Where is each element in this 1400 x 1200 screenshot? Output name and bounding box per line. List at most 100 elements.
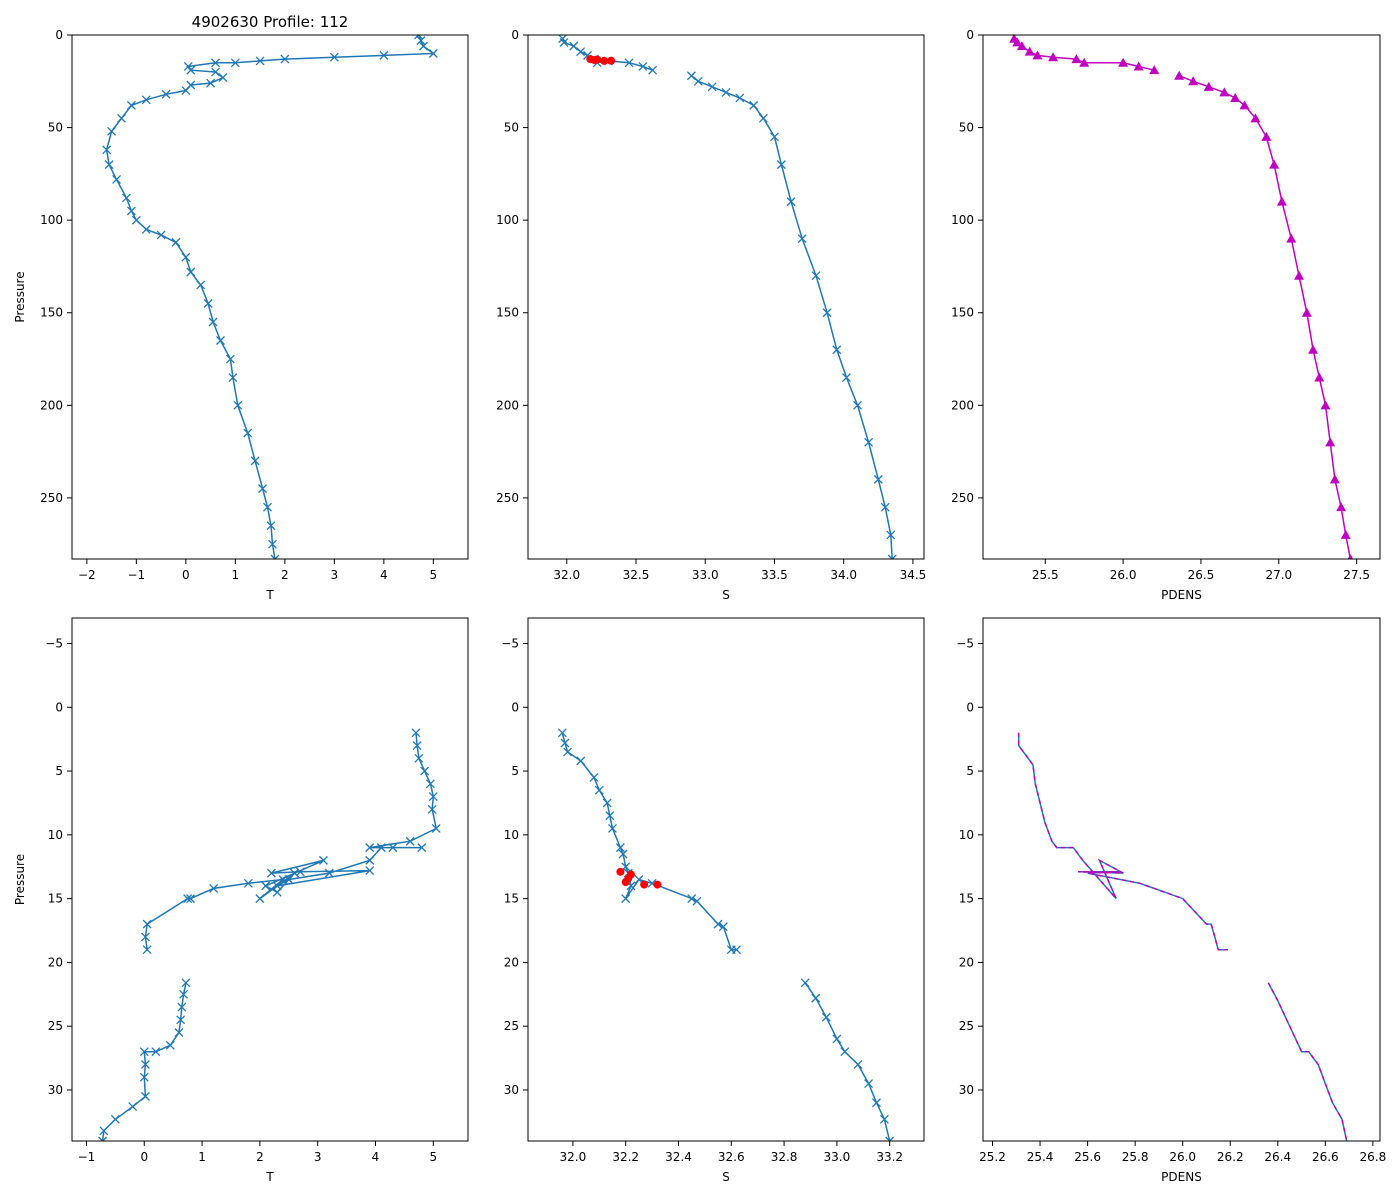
- y-tick-label: 0: [966, 28, 974, 42]
- y-tick-label: 100: [496, 213, 519, 227]
- data-point-s-18: [692, 896, 702, 906]
- data-point-pdens-deep-15: [1320, 400, 1331, 410]
- x-tick-label: −1: [127, 568, 145, 582]
- data-point-s-deep-15: [853, 400, 862, 410]
- data-point-t-18: [141, 95, 151, 105]
- data-point-t-2: [414, 753, 424, 763]
- data-point-t-30: [142, 919, 152, 929]
- x-tick-label: 26.0: [1110, 568, 1137, 582]
- panel-bottom-right: 25.2 25.4 25.6 25.8 26.0 26.2 26.4 26.6 26.8 −5 0 5…: [956, 617, 1386, 1184]
- data-point-t-deep-4: [174, 1028, 184, 1038]
- data-point-t-1: [416, 36, 426, 46]
- data-point-t-32: [186, 267, 196, 277]
- data-point-s-deep-0: [686, 71, 696, 81]
- data-point-t-33: [196, 280, 206, 290]
- data-point-s-deep-9: [786, 197, 796, 207]
- x-tick-label: 0: [182, 568, 190, 582]
- x-tick-label: 3: [314, 1150, 322, 1164]
- x-tick-label: 32.8: [771, 1150, 798, 1164]
- data-point-pdens-deep-13: [1308, 344, 1319, 354]
- data-point-s-deep-7: [770, 132, 779, 142]
- data-point-t-43: [263, 502, 272, 512]
- series-line-t: [144, 732, 438, 950]
- x-tick-label: 26.4: [1264, 1150, 1291, 1164]
- x-axis-label: S: [722, 588, 730, 602]
- data-point-s-3: [576, 47, 586, 57]
- data-point-pdens-10: [1149, 65, 1160, 75]
- data-point-s-8: [624, 58, 634, 68]
- data-point-pdens-7: [1079, 57, 1090, 67]
- data-point-pdens-deep-6: [1250, 113, 1261, 123]
- data-point-t-45: [268, 539, 277, 549]
- data-point-t-28: [141, 224, 151, 234]
- x-tick-label: 25.5: [1032, 568, 1059, 582]
- x-tick-label: 32.4: [665, 1150, 692, 1164]
- data-point-s-deep-10: [797, 234, 807, 244]
- data-point-s-deep-4: [840, 1047, 850, 1057]
- y-tick-label: 0: [55, 700, 63, 714]
- x-tick-label: 4: [380, 568, 388, 582]
- data-point-t-31: [181, 252, 191, 262]
- data-point-flagged-3: [626, 870, 635, 879]
- data-point-t-37: [225, 354, 235, 364]
- data-point-t-26: [243, 878, 253, 888]
- x-tick-label: 27.0: [1265, 568, 1292, 582]
- data-point-s-3: [576, 756, 586, 766]
- y-tick-label: 10: [959, 828, 974, 842]
- data-point-t-13: [218, 73, 228, 83]
- y-tick-label: 25: [504, 1019, 519, 1033]
- data-point-pdens-deep-4: [1230, 92, 1241, 102]
- data-point-s-10: [618, 849, 628, 859]
- y-tick-label: 0: [511, 28, 519, 42]
- data-point-t-46: [270, 554, 280, 559]
- y-tick-label: 150: [496, 306, 519, 320]
- data-point-t-8: [405, 836, 415, 846]
- y-tick-label: 100: [40, 213, 63, 227]
- data-point-s-deep-8: [879, 1114, 889, 1124]
- x-tick-label: 25.6: [1074, 1150, 1101, 1164]
- data-point-t-14: [324, 868, 334, 878]
- data-point-pdens-deep-2: [1203, 81, 1214, 91]
- data-point-pdens-deep-8: [1269, 159, 1280, 169]
- data-point-pdens-2: [1016, 41, 1027, 51]
- data-point-s-deep-1: [811, 993, 821, 1003]
- data-point-pdens-9: [1133, 61, 1144, 71]
- data-point-t-19: [266, 868, 276, 878]
- data-point-t-6: [280, 54, 290, 64]
- data-point-pdens-5: [1048, 52, 1059, 62]
- data-point-s-deep-7: [872, 1098, 881, 1108]
- data-point-t-2: [418, 41, 428, 51]
- x-axis-label: T: [265, 1170, 274, 1184]
- panel-top-middle: 32.0 32.5 33.0 33.5 34.0 34.5 0 50 100 150 200 250 S: [496, 28, 926, 602]
- data-point-pdens-1: [1012, 37, 1023, 47]
- x-tick-label: 2: [256, 1150, 264, 1164]
- data-point-t-deep-12: [110, 1114, 120, 1124]
- axes-frame: [982, 34, 1381, 560]
- y-tick-label: 0: [511, 700, 519, 714]
- data-point-t-42: [258, 484, 268, 494]
- data-point-t-34: [203, 299, 213, 308]
- data-point-s-7: [605, 811, 615, 821]
- panel-bottom-left: −1 0 1 2 3 4 5 −5 0 5 10 15 20 25 30 T Pressure: [13, 617, 469, 1184]
- data-point-t-9: [365, 843, 375, 853]
- figure-title: 4902630 Profile: 112: [192, 13, 349, 31]
- data-point-pdens-deep-10: [1286, 233, 1297, 243]
- plot-area: [557, 728, 895, 1141]
- axes-frame: [527, 617, 925, 1142]
- y-tick-label: 250: [40, 491, 63, 505]
- data-point-s-deep-0: [800, 978, 810, 988]
- data-point-t-deep-10: [140, 1091, 150, 1101]
- data-point-t-25: [278, 875, 288, 884]
- y-tick-label: 5: [55, 764, 63, 778]
- data-point-s-deep-2: [707, 82, 717, 92]
- data-point-s-19: [713, 919, 723, 929]
- panel-top-right: 25.5 26.0 26.5 27.0 27.5 0 50 100 150 200 250 PDENS: [951, 28, 1381, 602]
- series-line-pdens-deep: [1178, 75, 1352, 559]
- x-tick-label: 26.5: [1188, 568, 1215, 582]
- data-point-t-30: [171, 237, 181, 247]
- data-point-s-8: [608, 824, 617, 833]
- data-point-t-deep-14: [98, 1136, 108, 1141]
- data-point-s-1: [560, 738, 570, 748]
- data-point-pdens-deep-0: [1174, 70, 1185, 80]
